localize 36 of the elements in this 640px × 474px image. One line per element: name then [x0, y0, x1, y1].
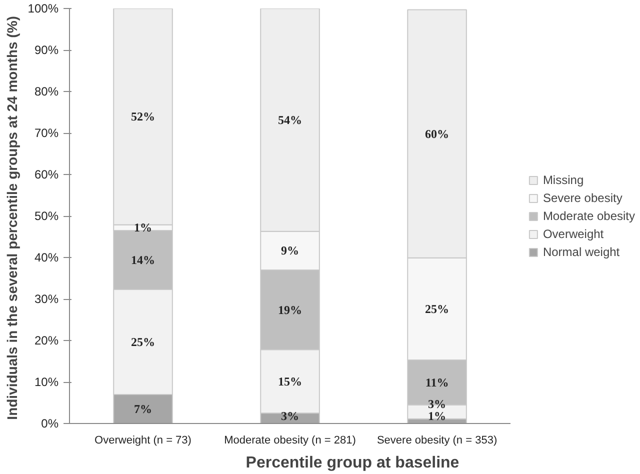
y-tick-label: 20%: [34, 334, 59, 348]
x-tick-label: Severe obesity (n = 353): [376, 434, 498, 446]
y-axis-title: Individuals in the several percentile groups at 24 months (%): [4, 16, 20, 420]
y-tick-label: 0%: [41, 416, 59, 430]
data-label: 54%: [278, 112, 302, 127]
x-axis-title: Percentile group at baseline: [246, 454, 460, 472]
data-label: 1%: [428, 409, 446, 424]
y-tick-label: 70%: [34, 126, 59, 140]
data-label: 11%: [425, 375, 449, 390]
y-tick-label: 90%: [34, 43, 59, 57]
legend-label: Missing: [542, 172, 584, 186]
x-tick-label: Moderate obesity (n = 281): [224, 434, 356, 446]
y-tick-label: 100%: [28, 2, 59, 16]
y-tick-label: 40%: [34, 250, 59, 264]
y-tick-label: 10%: [34, 375, 59, 389]
y-tick-label: 80%: [34, 84, 59, 98]
y-tick-label: 50%: [34, 209, 59, 223]
legend-label: Severe obesity: [542, 190, 622, 204]
data-label: 7%: [134, 402, 152, 416]
legend-label: Moderate obesity: [542, 208, 635, 222]
data-label: 19%: [278, 302, 302, 317]
data-label: 14%: [131, 252, 156, 267]
y-tick-label: 60%: [34, 168, 59, 182]
legend-label: Normal weight: [542, 244, 620, 258]
data-label: 9%: [281, 244, 300, 258]
data-label: 25%: [425, 302, 450, 316]
data-label: 3%: [281, 409, 300, 424]
legend-label: Overweight: [542, 226, 604, 240]
data-label: 52%: [131, 110, 156, 124]
data-label: 15%: [278, 374, 302, 388]
data-label: 60%: [425, 126, 450, 141]
y-tick-label: 30%: [34, 292, 59, 306]
data-label: 3%: [428, 396, 446, 411]
x-tick-label: Overweight (n = 73): [94, 434, 192, 446]
data-label: 1%: [134, 220, 152, 235]
data-label: 25%: [131, 334, 156, 349]
